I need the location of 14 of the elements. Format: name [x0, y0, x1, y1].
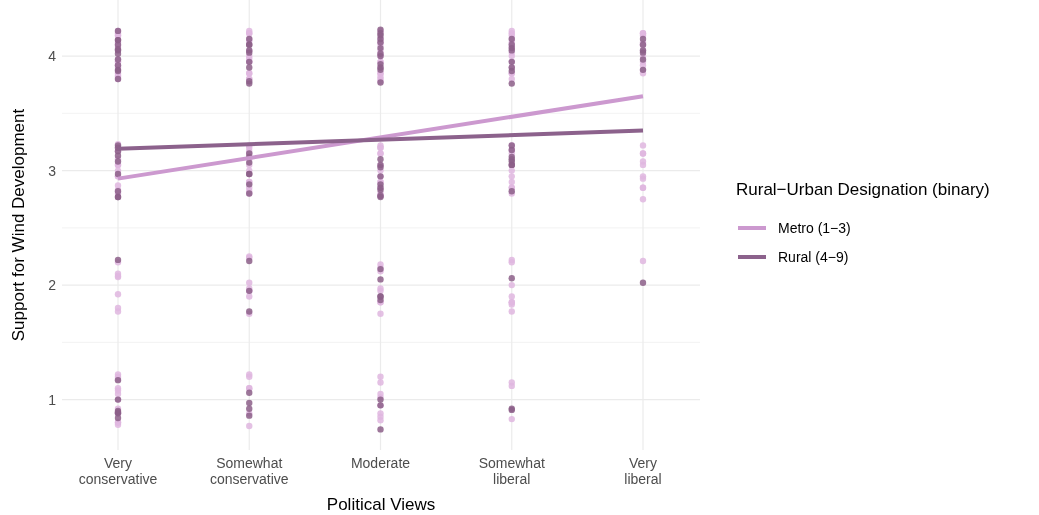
x-tick-label: Moderate [350, 455, 411, 471]
legend-title: Rural−Urban Designation (binary) [736, 180, 990, 199]
x-axis-title: Political Views [326, 495, 436, 514]
y-axis-title: Support for Wind Development [9, 108, 28, 342]
y-tick-label: 4 [48, 48, 57, 65]
y-tick-label: 3 [48, 162, 57, 179]
legend-label: Rural (4−9) [778, 248, 849, 265]
y-tick-label: 1 [48, 391, 57, 408]
y-tick-label: 2 [48, 277, 57, 294]
legend-label: Metro (1−3) [778, 219, 851, 236]
x-tick-label: Very conservative [78, 455, 158, 487]
x-tick-label: Somewhat conservative [209, 455, 289, 487]
x-tick-label: Somewhat liberal [478, 455, 545, 487]
x-tick-label: Very liberal [624, 455, 662, 487]
